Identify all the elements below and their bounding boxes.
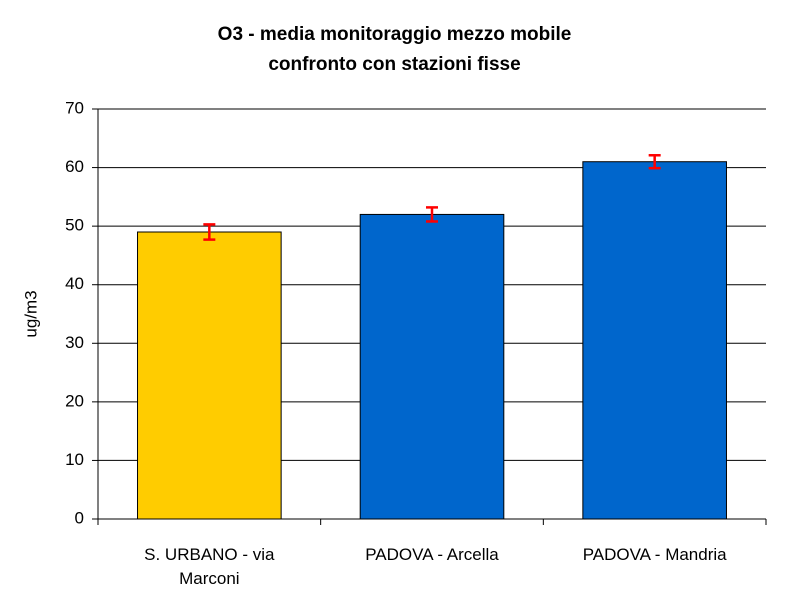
y-tick-label: 60 bbox=[65, 157, 84, 176]
y-tick-label: 50 bbox=[65, 216, 84, 235]
x-tick-label: S. URBANO - via Marconi bbox=[144, 545, 275, 588]
error-bar bbox=[648, 154, 661, 170]
x-tick-label: PADOVA - Mandria bbox=[582, 545, 727, 564]
bar bbox=[137, 231, 282, 520]
x-tick-label: PADOVA - Arcella bbox=[365, 545, 499, 564]
y-tick-label: 10 bbox=[65, 450, 84, 469]
y-tick-label: 0 bbox=[75, 508, 84, 527]
bar bbox=[359, 213, 505, 520]
y-tick-label: 40 bbox=[65, 274, 84, 293]
y-axis-label: ug/m3 bbox=[21, 290, 40, 337]
y-tick-label: 20 bbox=[65, 391, 84, 410]
bar bbox=[582, 161, 727, 520]
chart-title: O3 - media monitoraggio mezzo mobile con… bbox=[217, 24, 572, 75]
y-tick-label: 70 bbox=[65, 98, 84, 117]
error-bar bbox=[203, 223, 216, 241]
y-tick-label: 30 bbox=[65, 333, 84, 352]
error-bar bbox=[426, 206, 438, 223]
